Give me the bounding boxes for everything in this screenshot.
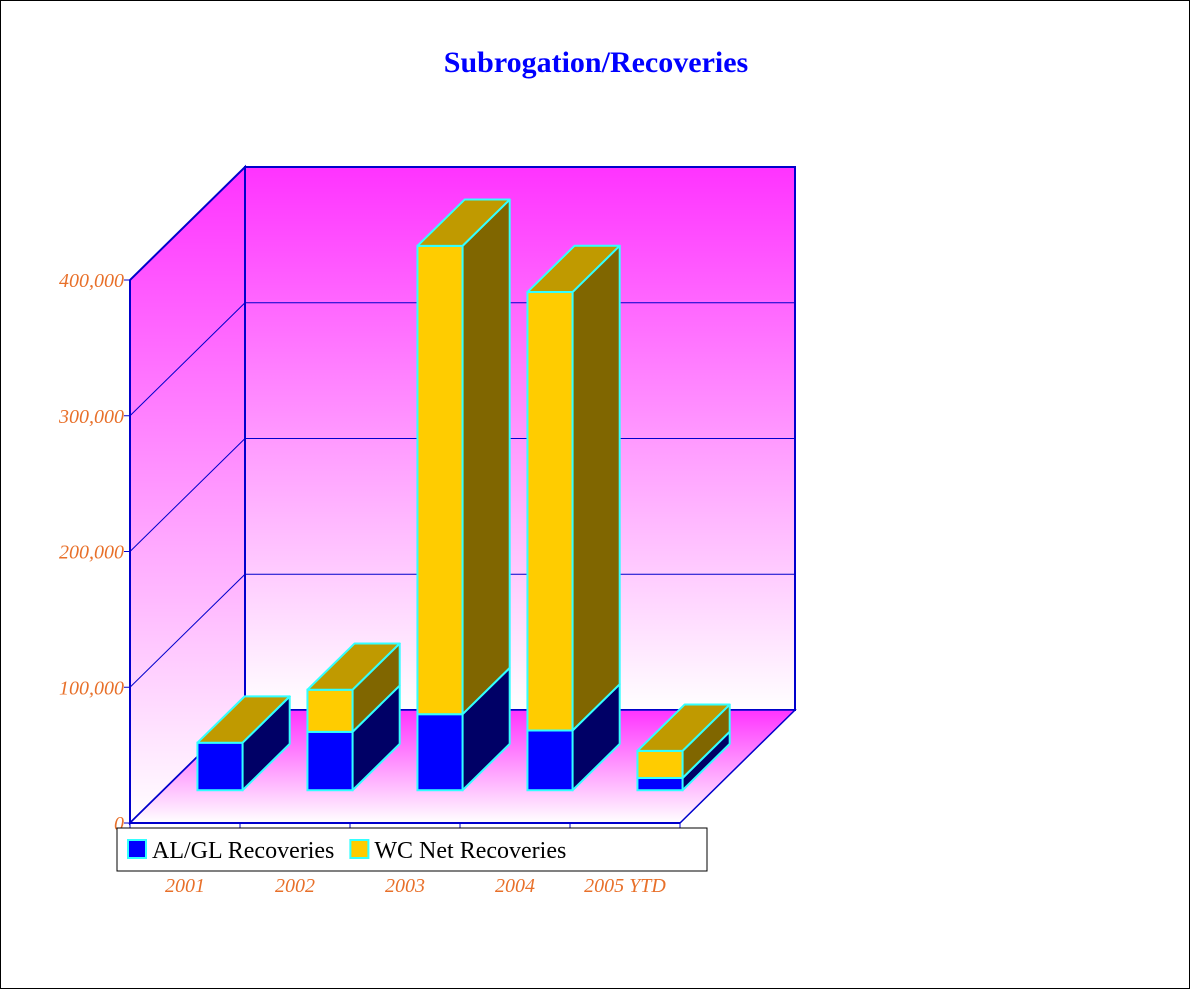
bar bbox=[416, 713, 464, 792]
x-tick-label: 2003 bbox=[385, 875, 425, 897]
y-tick-label: 400,000 bbox=[59, 270, 124, 292]
grid-line bbox=[129, 438, 246, 552]
bar-top bbox=[196, 695, 291, 744]
bar bbox=[306, 688, 354, 733]
bar bbox=[526, 291, 574, 732]
bar bbox=[526, 729, 574, 792]
y-tick-label: 200,000 bbox=[59, 542, 124, 564]
bar bbox=[636, 749, 684, 780]
bar-side bbox=[461, 198, 511, 716]
bar-top bbox=[526, 244, 621, 294]
bar bbox=[196, 741, 244, 792]
y-tick-label: 100,000 bbox=[59, 677, 124, 699]
x-tick-label: 2002 bbox=[275, 875, 315, 897]
legend-label: WC Net Recoveries bbox=[374, 838, 566, 864]
bar-top bbox=[306, 642, 401, 691]
grid-line bbox=[129, 573, 246, 688]
x-tick-label: 2004 bbox=[495, 875, 535, 897]
x-tick-label: 2005 YTD bbox=[584, 875, 666, 897]
y-tick-label: 300,000 bbox=[58, 406, 124, 428]
y-tick-label: 0 bbox=[114, 813, 124, 835]
legend-label: AL/GL Recoveries bbox=[152, 838, 334, 864]
x-tick-label: 2001 bbox=[165, 875, 205, 897]
plot: 0100,000200,000300,000400,0002000-200120… bbox=[58, 164, 797, 897]
bar bbox=[306, 730, 354, 792]
bar bbox=[416, 244, 464, 716]
legend: AL/GL Recoveries WC Net Recoveries bbox=[116, 827, 708, 872]
bar-top bbox=[636, 703, 731, 752]
bar-top bbox=[416, 198, 511, 247]
legend-swatch bbox=[127, 839, 147, 859]
grid-line bbox=[129, 302, 246, 417]
legend-swatch bbox=[349, 839, 370, 859]
bar-side bbox=[571, 244, 621, 732]
bar bbox=[636, 777, 684, 792]
legend-box bbox=[116, 827, 708, 872]
chart-title: Subrogation/Recoveries bbox=[444, 46, 748, 79]
